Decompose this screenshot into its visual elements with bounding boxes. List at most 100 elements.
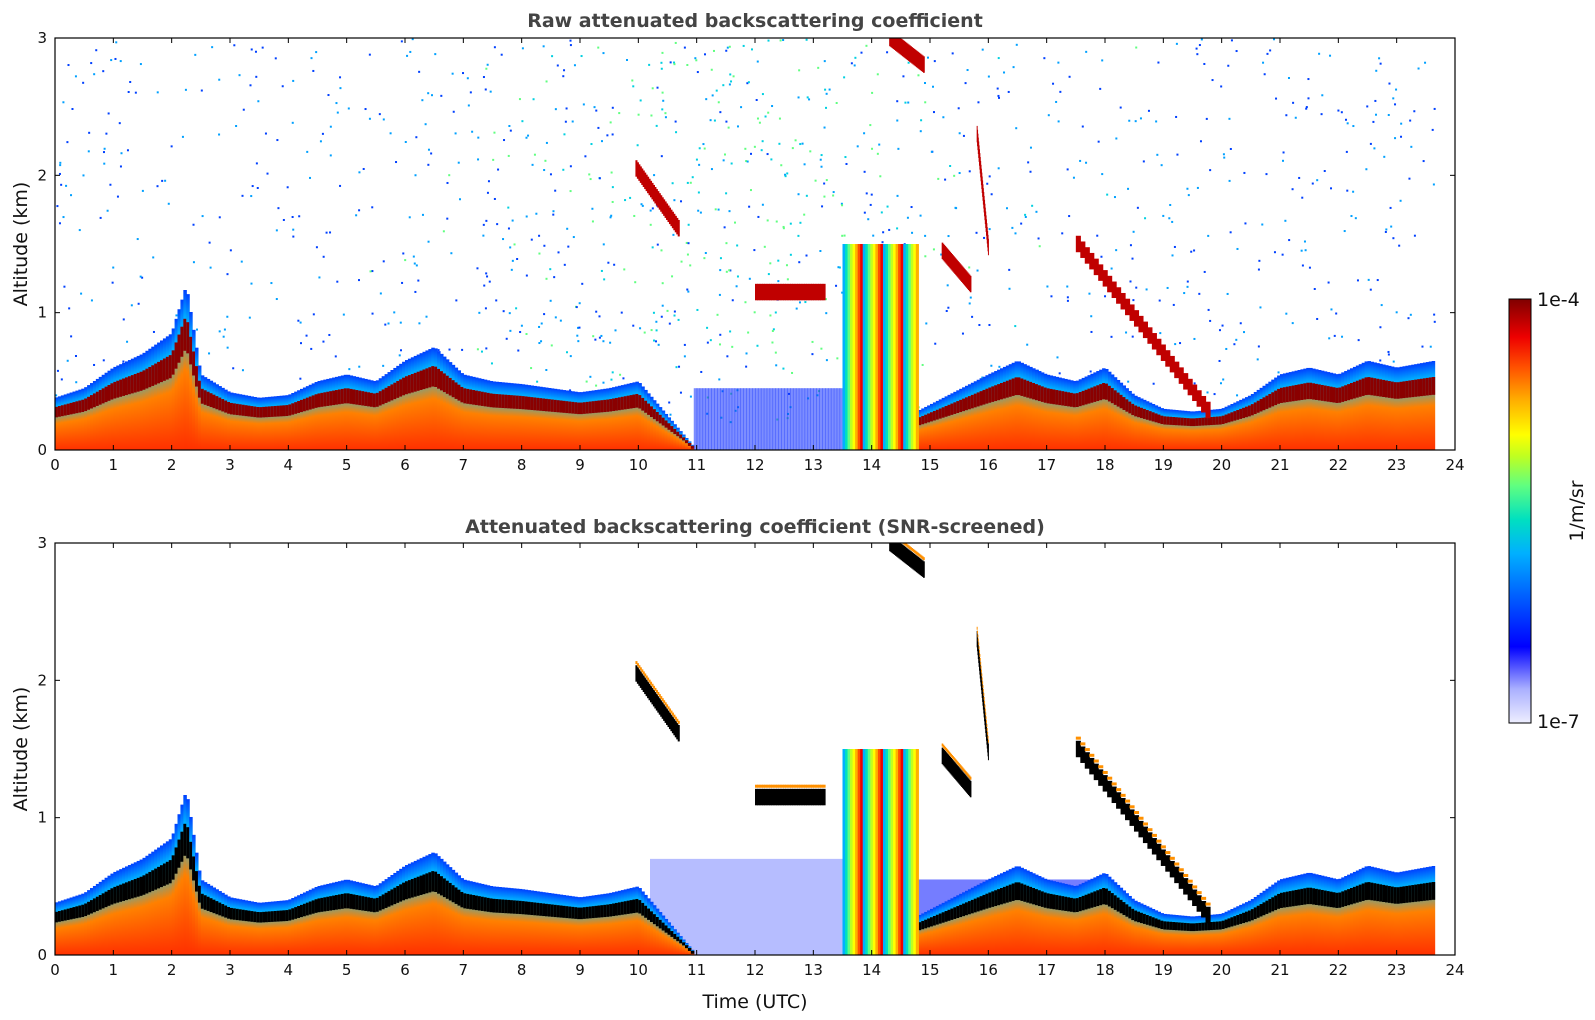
- bl-column: [539, 386, 543, 450]
- noise-pixel: [824, 298, 827, 301]
- bl-band: [1166, 921, 1170, 930]
- bl-band: [206, 896, 211, 911]
- bl-column: [110, 368, 114, 450]
- bl-band: [1046, 388, 1051, 404]
- cloud-cell: [1138, 820, 1144, 838]
- bl-column: [364, 883, 368, 955]
- cloud-cell: [1098, 264, 1104, 281]
- bl-column: [1032, 368, 1036, 450]
- bl-column: [136, 355, 141, 450]
- bl-column: [813, 388, 817, 450]
- bl-band: [577, 907, 581, 920]
- bl-column: [259, 397, 263, 450]
- bl-column: [1145, 401, 1150, 450]
- bl-band: [492, 898, 497, 913]
- cloud-edge: [954, 758, 956, 762]
- bl-column: [367, 884, 371, 955]
- noise-pixel: [218, 78, 221, 81]
- noise-pixel: [1101, 59, 1104, 62]
- noise-pixel: [257, 100, 260, 103]
- noise-pixel: [554, 108, 557, 111]
- colorbar-bottom-label: 1e-7: [1537, 711, 1580, 733]
- bl-column: [364, 378, 368, 450]
- cloud-cell: [906, 43, 909, 60]
- bl-band: [358, 895, 362, 911]
- noise-pixel: [730, 162, 733, 165]
- cloud-edge: [948, 751, 951, 755]
- bl-band: [1329, 891, 1334, 908]
- noise-pixel: [717, 208, 720, 211]
- noise-pixel: [872, 234, 875, 237]
- bl-column: [1154, 910, 1159, 955]
- bl-column: [562, 895, 567, 955]
- cloud-cell: [663, 199, 666, 216]
- bl-band: [463, 388, 467, 404]
- cloud-edge: [981, 677, 983, 681]
- bl-band: [1172, 417, 1176, 426]
- noise-pixel: [825, 359, 828, 362]
- noise-pixel: [226, 315, 229, 318]
- bl-column: [722, 388, 727, 450]
- cloud-edge: [916, 551, 918, 555]
- bl-band: [1338, 387, 1342, 403]
- bl-column: [609, 387, 613, 450]
- bl-column: [658, 407, 663, 450]
- bl-column: [235, 393, 240, 450]
- cloud-edge: [977, 638, 979, 642]
- bl-band: [55, 406, 59, 418]
- bl-column: [340, 375, 345, 450]
- noise-pixel: [634, 281, 637, 284]
- bl-column: [1189, 916, 1194, 955]
- noise-pixel: [543, 169, 546, 172]
- noise-pixel: [437, 349, 440, 352]
- bl-column: [416, 354, 421, 450]
- noise-pixel: [925, 322, 928, 325]
- bl-band: [405, 881, 409, 900]
- noise-pixel: [580, 55, 583, 58]
- bl-band: [985, 893, 989, 909]
- noise-pixel: [1328, 337, 1331, 340]
- bl-column: [1306, 367, 1310, 450]
- colorbar: 1e-4 1e-7 1/m/sr: [1508, 289, 1588, 733]
- bl-column: [1072, 380, 1077, 450]
- bl-band: [107, 384, 112, 401]
- bl-column: [965, 890, 969, 955]
- noise-pixel: [1129, 244, 1132, 247]
- noise-pixel: [1219, 382, 1222, 385]
- cloud-cell: [917, 51, 919, 69]
- noise-pixel: [552, 213, 555, 216]
- bl-band: [337, 894, 342, 910]
- bl-column: [399, 363, 403, 450]
- noise-pixel: [876, 73, 879, 76]
- bl-band: [451, 885, 456, 903]
- bl-band: [1387, 381, 1392, 398]
- bl-column: [1183, 410, 1188, 450]
- bl-column: [717, 388, 721, 450]
- cloud-cell: [909, 45, 911, 62]
- bl-column: [148, 348, 152, 450]
- noise-pixel: [725, 270, 728, 273]
- noise-pixel: [589, 375, 592, 378]
- bl-band: [448, 377, 453, 396]
- bl-band: [1210, 417, 1214, 426]
- bl-column: [918, 914, 922, 955]
- noise-pixel: [347, 107, 350, 110]
- bl-column: [227, 896, 231, 955]
- bl-band: [285, 910, 289, 922]
- cloud-cell: [951, 759, 953, 776]
- x-tick-label: 9: [575, 456, 585, 474]
- bl-band: [1061, 896, 1065, 911]
- bl-band: [1239, 913, 1243, 924]
- bl-column: [165, 841, 170, 955]
- noise-pixel: [577, 340, 580, 343]
- bl-band: [1096, 890, 1100, 907]
- bl-column: [75, 390, 79, 450]
- noise-pixel: [119, 165, 122, 168]
- noise-pixel: [1433, 320, 1436, 323]
- bl-column: [667, 922, 672, 955]
- noise-pixel: [1020, 222, 1023, 225]
- noise-pixel: [648, 63, 651, 66]
- noise-pixel: [543, 313, 546, 316]
- bl-column: [959, 388, 963, 450]
- noise-pixel: [458, 198, 461, 201]
